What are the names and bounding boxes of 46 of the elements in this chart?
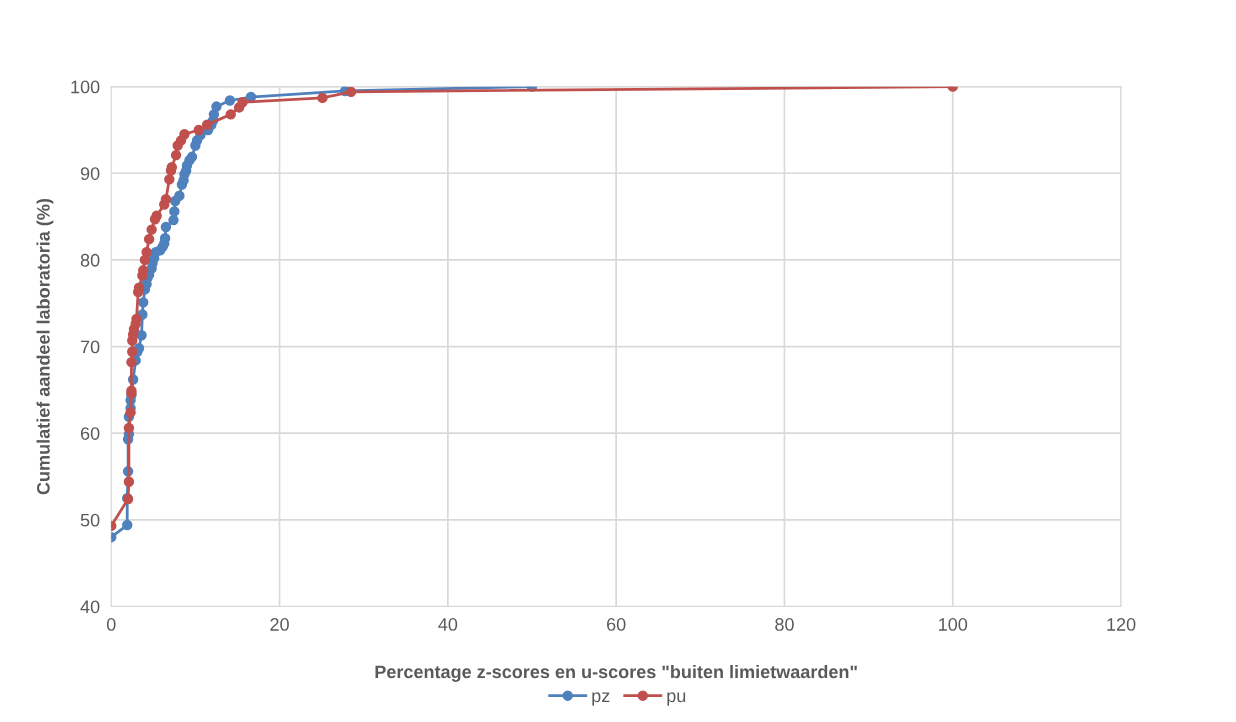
point <box>123 422 135 434</box>
x-tick-label: 60 <box>607 618 626 631</box>
y-tick-label: 70 <box>80 340 100 354</box>
x-tick-label: 20 <box>270 618 289 631</box>
point <box>225 109 236 120</box>
point <box>186 151 198 163</box>
point <box>160 221 172 233</box>
point <box>141 246 152 258</box>
point <box>169 206 180 217</box>
y-tick-label: 90 <box>80 167 100 180</box>
point <box>224 95 236 106</box>
point <box>164 174 175 185</box>
point <box>125 407 136 418</box>
point <box>170 149 182 161</box>
x-axis-title: Percentage z-scores en u-scores "buiten limietwaarden" <box>375 664 857 682</box>
point <box>193 124 204 136</box>
point <box>143 233 155 245</box>
point <box>160 194 172 205</box>
point <box>123 476 135 487</box>
y-tick-label: 40 <box>80 600 100 614</box>
y-axis-title: Cumulatief aandeel laboratoria (%) <box>36 198 54 495</box>
y-tick-label: 100 <box>71 80 100 94</box>
point <box>122 519 133 531</box>
x-tick-label: 80 <box>775 618 794 631</box>
point <box>127 346 138 357</box>
point <box>151 210 162 221</box>
x-tick-label: 100 <box>939 618 968 631</box>
point <box>345 86 357 98</box>
legend-label: pz <box>592 692 610 706</box>
x-tick-label: 0 <box>106 618 116 631</box>
point <box>211 101 222 112</box>
legend-label: pu <box>667 692 686 706</box>
point <box>138 297 149 308</box>
point <box>146 224 157 235</box>
point <box>179 129 190 140</box>
point <box>201 119 213 130</box>
x-tick-label: 120 <box>1107 618 1136 631</box>
y-tick-label: 50 <box>80 513 100 527</box>
point <box>168 214 179 226</box>
y-tick-label: 80 <box>80 253 100 267</box>
y-tick-label: 60 <box>80 427 100 440</box>
point <box>126 356 137 368</box>
point <box>317 92 328 104</box>
x-tick-label: 40 <box>438 618 458 631</box>
point <box>237 97 248 108</box>
point <box>174 190 185 202</box>
